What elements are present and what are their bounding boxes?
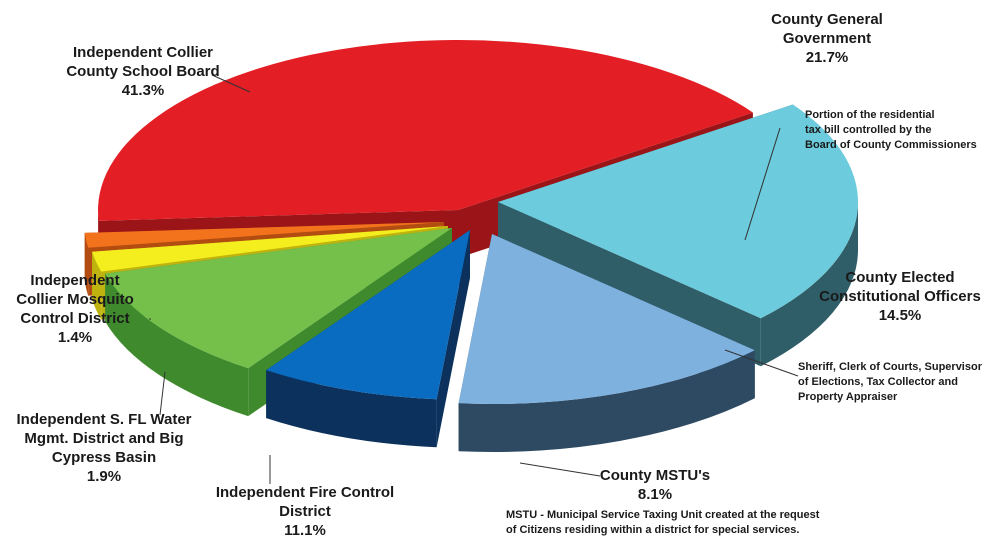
slice-county-elected-constitutional-officers [458, 234, 755, 452]
slice-label-independent-collier-mosquito-control: Independent Collier Mosquito Control Dis… [16, 272, 134, 346]
slice-side-wall [458, 350, 755, 452]
slice-label-county-elected-constitutional-officers: County Elected Constitutional Officers 1… [819, 269, 981, 324]
slice-top-face [498, 104, 858, 319]
slice-top-face [266, 230, 470, 400]
leader-line [724, 349, 799, 377]
slice-county-mstus [266, 230, 470, 448]
slice-top-face [105, 228, 452, 369]
slice-note-county-general-government: Portion of the residential tax bill cont… [805, 109, 977, 151]
slice-top-face [98, 40, 753, 221]
slice-note-county-elected-constitutional-officers: Sheriff, Clerk of Courts, Supervisor of … [798, 361, 982, 403]
leader-line [744, 127, 781, 241]
slice-label-county-mstus: County MSTU's 8.1% [599, 467, 711, 503]
slice-top-face [84, 222, 445, 248]
leader-line [211, 74, 251, 93]
slice-top-face [458, 234, 755, 404]
slice-label-independent-fire-control-district: Independent Fire Control District 11.1% [215, 484, 395, 539]
slice-side-wall [105, 273, 249, 417]
slice-label-independent-collier-county-school-board: Independent Collier County School Board … [66, 44, 220, 99]
slice-side-wall [84, 232, 89, 296]
slice-label-independent-sfl-water-mgmt: Independent S. FL Water Mgmt. District a… [16, 411, 192, 485]
slice-label-county-general-government: County General Government 21.7% [771, 11, 883, 66]
slice-cut-face [436, 230, 470, 448]
leader-line [519, 462, 601, 477]
slice-side-wall [760, 202, 858, 367]
slice-note-county-mstus: MSTU - Municipal Service Taxing Unit cre… [506, 509, 820, 536]
leader-line [159, 371, 166, 416]
slice-side-wall [92, 251, 102, 320]
slice-top-face [92, 226, 449, 272]
slice-side-wall [266, 370, 437, 448]
